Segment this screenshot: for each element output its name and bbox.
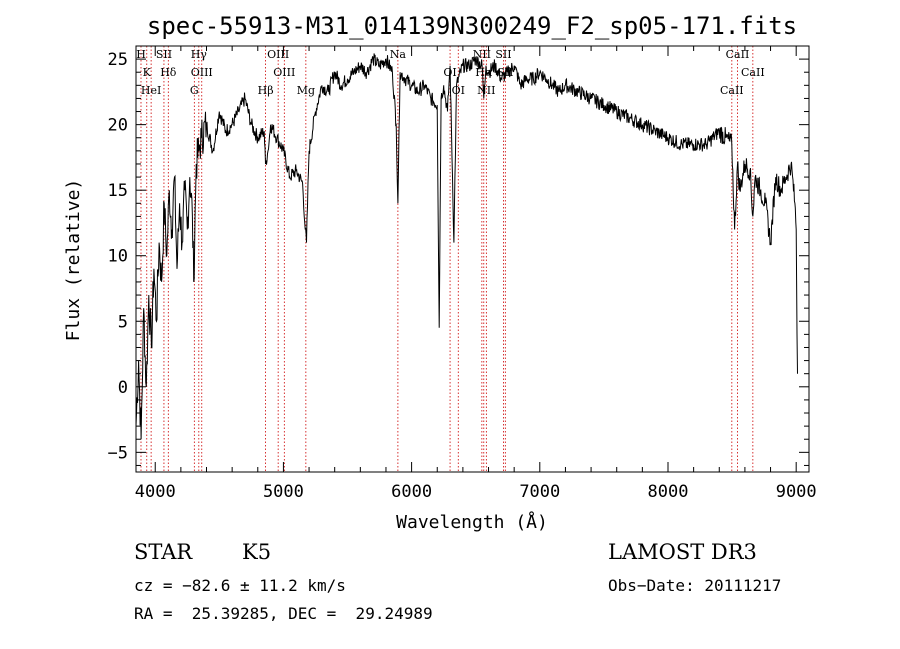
line-marker-label: Hα — [475, 66, 493, 79]
line-marker-label: H — [136, 48, 146, 61]
subclass-label: K5 — [242, 540, 272, 564]
spectrum-chart: spec-55913-M31_014139N300249_F2_sp05-171… — [63, 12, 817, 533]
class-label: STAR — [134, 540, 193, 564]
x-tick-label: 9000 — [776, 482, 817, 502]
line-marker-label: G — [190, 84, 199, 97]
survey-label: LAMOST DR3 — [608, 540, 757, 564]
line-marker-label: CaII — [720, 84, 744, 97]
x-tick-label: 8000 — [648, 482, 689, 502]
line-marker-label: HeI — [141, 84, 161, 97]
line-marker-label: Na — [390, 48, 407, 61]
line-marker-label: K — [143, 66, 152, 79]
y-tick-label: 0 — [118, 378, 128, 398]
line-marker-label: OIII — [191, 66, 213, 79]
y-axis-label: Flux (relative) — [63, 179, 84, 342]
y-tick-label: 20 — [108, 116, 128, 136]
line-marker-label: OIII — [267, 48, 289, 61]
spectral-line-markers — [140, 46, 754, 472]
line-marker-label: CaII — [726, 48, 750, 61]
radec-label: RA = 25.39285, DEC = 29.24989 — [134, 604, 433, 623]
y-axis-ticks: −5 0 5 10 15 20 25 — [108, 45, 809, 466]
plot-frame — [135, 45, 810, 473]
x-tick-label: 6000 — [391, 482, 432, 502]
line-marker-label: SII — [156, 48, 172, 61]
line-marker-label: Mg — [297, 84, 315, 97]
y-tick-label: −5 — [108, 443, 128, 463]
x-axis-ticks: 4000 5000 6000 7000 8000 9000 — [135, 46, 817, 502]
x-axis-label: Wavelength (Å) — [396, 511, 548, 533]
x-tick-label: 5000 — [263, 482, 304, 502]
line-marker-label: OI — [452, 84, 465, 97]
obs-date-label: Obs−Date: 20111217 — [608, 576, 782, 595]
line-marker-label: NII — [477, 84, 495, 97]
redshift-label: cz = −82.6 ± 11.2 km/s — [134, 576, 346, 595]
line-marker-label: Hγ — [191, 48, 208, 61]
flux-line — [135, 53, 798, 440]
line-marker-label: OIII — [273, 66, 295, 79]
x-tick-label: 7000 — [519, 482, 560, 502]
line-marker-label: Hδ — [160, 66, 177, 79]
y-tick-label: 25 — [108, 50, 128, 70]
spectral-line-labels: HKHeISIIHδGHγOIIIHβOIIIOIIIMgNaOIOINIIHα… — [136, 48, 764, 97]
chart-title: spec-55913-M31_014139N300249_F2_sp05-171… — [147, 12, 797, 40]
line-marker-label: Hβ — [258, 84, 274, 97]
line-marker-label: SII — [495, 48, 511, 61]
line-marker-label: CaII — [741, 66, 765, 79]
y-tick-label: 5 — [118, 312, 128, 332]
y-tick-label: 15 — [108, 181, 128, 201]
x-tick-label: 4000 — [135, 482, 176, 502]
y-tick-label: 10 — [108, 247, 128, 267]
